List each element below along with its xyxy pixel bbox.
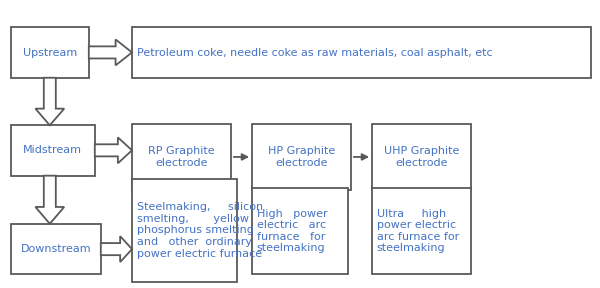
Text: Petroleum coke, needle coke as raw materials, coal asphalt, etc: Petroleum coke, needle coke as raw mater… xyxy=(137,48,493,58)
FancyBboxPatch shape xyxy=(132,179,237,282)
FancyBboxPatch shape xyxy=(11,224,101,274)
Text: Midstream: Midstream xyxy=(23,145,82,156)
FancyBboxPatch shape xyxy=(132,27,591,78)
Polygon shape xyxy=(89,39,132,65)
Text: HP Graphite
electrode: HP Graphite electrode xyxy=(268,146,335,168)
Polygon shape xyxy=(35,176,64,224)
FancyBboxPatch shape xyxy=(252,124,351,190)
FancyBboxPatch shape xyxy=(11,125,95,176)
Polygon shape xyxy=(95,137,132,163)
Text: Steelmaking,     silicon
smelting,       yellow
phosphorus smelting
and   other : Steelmaking, silicon smelting, yellow ph… xyxy=(137,202,263,259)
Text: Ultra     high
power electric
arc furnace for
steelmaking: Ultra high power electric arc furnace fo… xyxy=(377,209,459,253)
FancyBboxPatch shape xyxy=(132,124,231,190)
Text: Upstream: Upstream xyxy=(23,48,77,58)
FancyBboxPatch shape xyxy=(372,188,471,274)
FancyBboxPatch shape xyxy=(11,27,89,78)
FancyBboxPatch shape xyxy=(252,188,348,274)
Text: High   power
electric   arc
furnace   for
steelmaking: High power electric arc furnace for stee… xyxy=(257,209,328,253)
FancyBboxPatch shape xyxy=(372,124,471,190)
Polygon shape xyxy=(101,236,132,262)
Text: RP Graphite
electrode: RP Graphite electrode xyxy=(148,146,215,168)
Text: Downstream: Downstream xyxy=(20,244,91,254)
Polygon shape xyxy=(35,78,64,125)
Text: UHP Graphite
electrode: UHP Graphite electrode xyxy=(384,146,459,168)
